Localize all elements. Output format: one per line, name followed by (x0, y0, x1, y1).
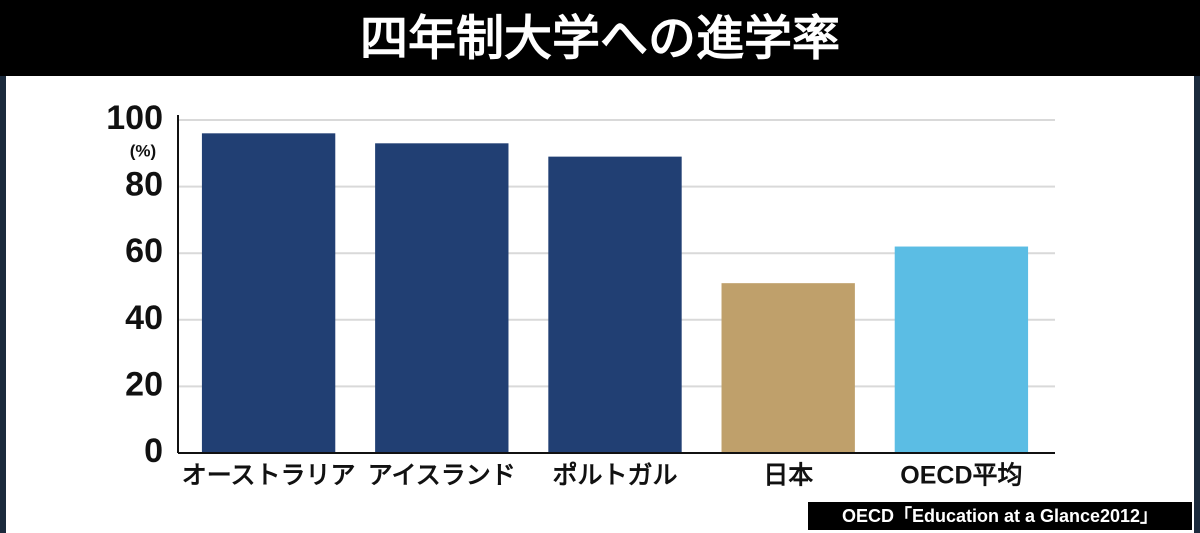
source: OECD「Education at a Glance2012」 (842, 505, 1158, 526)
y-tick-label: 40 (125, 299, 163, 337)
y-tick-label: 0 (144, 432, 163, 470)
chart-title: 四年制大学への進学率 (360, 13, 840, 66)
source-box (808, 502, 1192, 530)
y-unit: (%) (130, 141, 156, 160)
x-tick-label: オーストラリア (182, 462, 356, 490)
bar (201, 133, 336, 453)
bar (375, 143, 509, 453)
bar (548, 156, 682, 453)
y-tick-label: 20 (125, 365, 163, 403)
y-tick-label: 60 (125, 232, 163, 270)
x-tick-label: アイスランド (368, 462, 516, 490)
y-tick-label: 100 (106, 99, 163, 137)
y-tick-label: 80 (125, 166, 163, 204)
x-tick-label: 日本 (763, 462, 813, 490)
x-tick-label: OECD平均 (900, 462, 1022, 490)
bar (721, 283, 855, 453)
x-tick-label: ポルトガル (552, 461, 677, 490)
title-bar (0, 0, 1200, 76)
bar (894, 246, 1029, 453)
